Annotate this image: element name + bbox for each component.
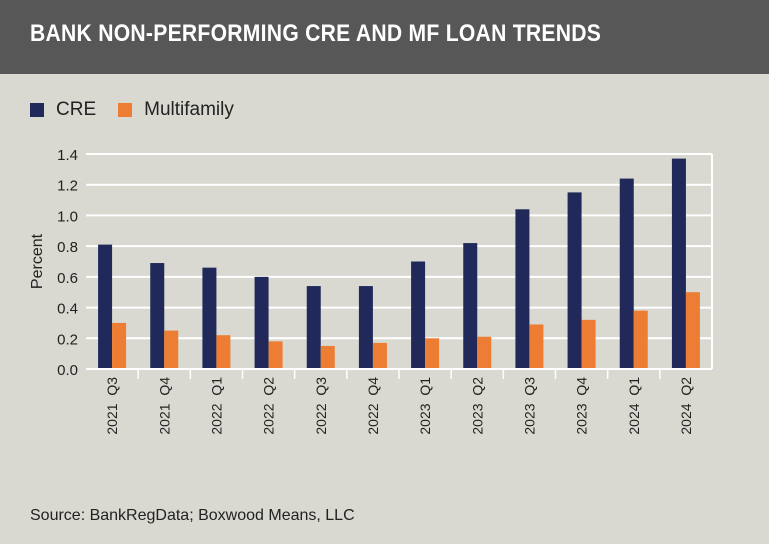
bar-cre-11 [671, 158, 686, 369]
legend-swatch-cre [30, 103, 44, 117]
bar-multifamily-1 [164, 330, 179, 369]
x-tick-label: 2021 Q4 [156, 377, 172, 435]
x-tick-label: 2023 Q2 [469, 377, 485, 435]
bar-multifamily-9 [581, 319, 596, 369]
y-tick-label: 0.6 [57, 270, 78, 287]
bar-multifamily-10 [633, 310, 648, 369]
bar-multifamily-5 [372, 342, 387, 369]
bar-cre-3 [254, 276, 269, 369]
bar-multifamily-11 [685, 292, 700, 369]
bar-cre-2 [202, 267, 217, 369]
legend-label-cre: CRE [56, 99, 97, 120]
legend-label-multifamily: Multifamily [144, 99, 234, 120]
y-tick-label: 1.0 [57, 208, 78, 225]
legend-swatch-multifamily [118, 103, 133, 117]
y-tick-label: 0.0 [57, 362, 78, 379]
header-bar: BANK NON-PERFORMING CRE AND MF LOAN TREN… [0, 0, 769, 74]
chart-title: BANK NON-PERFORMING CRE AND MF LOAN TREN… [30, 20, 602, 47]
bar-cre-1 [150, 263, 165, 369]
bar-multifamily-0 [112, 322, 127, 369]
y-tick-label: 1.4 [57, 147, 78, 164]
x-tick-label: 2023 Q3 [521, 377, 537, 435]
x-tick-label: 2023 Q1 [417, 377, 433, 435]
x-tick-label: 2022 Q4 [365, 377, 381, 435]
bar-cre-6 [411, 261, 426, 369]
y-tick-label: 0.4 [57, 301, 78, 318]
bar-multifamily-3 [268, 341, 283, 369]
y-tick-label: 0.8 [57, 239, 78, 256]
x-tick-label: 2022 Q3 [313, 377, 329, 435]
bar-multifamily-8 [529, 324, 544, 369]
bar-multifamily-4 [320, 345, 335, 369]
legend: CRE Multifamily [30, 99, 234, 121]
x-tick-label: 2021 Q3 [104, 377, 120, 435]
y-axis-label: Percent [29, 233, 46, 289]
y-tick-label: 1.2 [57, 178, 78, 195]
bar-multifamily-7 [477, 336, 492, 369]
x-tick-label: 2022 Q1 [208, 377, 224, 435]
bar-cre-10 [619, 178, 634, 369]
bar-cre-8 [515, 209, 530, 369]
x-tick-label: 2023 Q4 [574, 377, 590, 435]
bar-cre-0 [98, 244, 113, 369]
x-tick-label: 2022 Q2 [261, 377, 277, 435]
x-tick-label: 2024 Q2 [678, 377, 694, 435]
bar-cre-5 [358, 286, 373, 369]
bar-multifamily-6 [425, 338, 440, 369]
bar-cre-7 [463, 243, 478, 369]
bar-cre-9 [567, 192, 582, 369]
source-note: Source: BankRegData; Boxwood Means, LLC [30, 507, 355, 524]
x-tick-label: 2024 Q1 [626, 377, 642, 435]
bar-cre-4 [306, 286, 321, 369]
bar-multifamily-2 [216, 335, 231, 369]
y-tick-label: 0.2 [57, 331, 78, 348]
